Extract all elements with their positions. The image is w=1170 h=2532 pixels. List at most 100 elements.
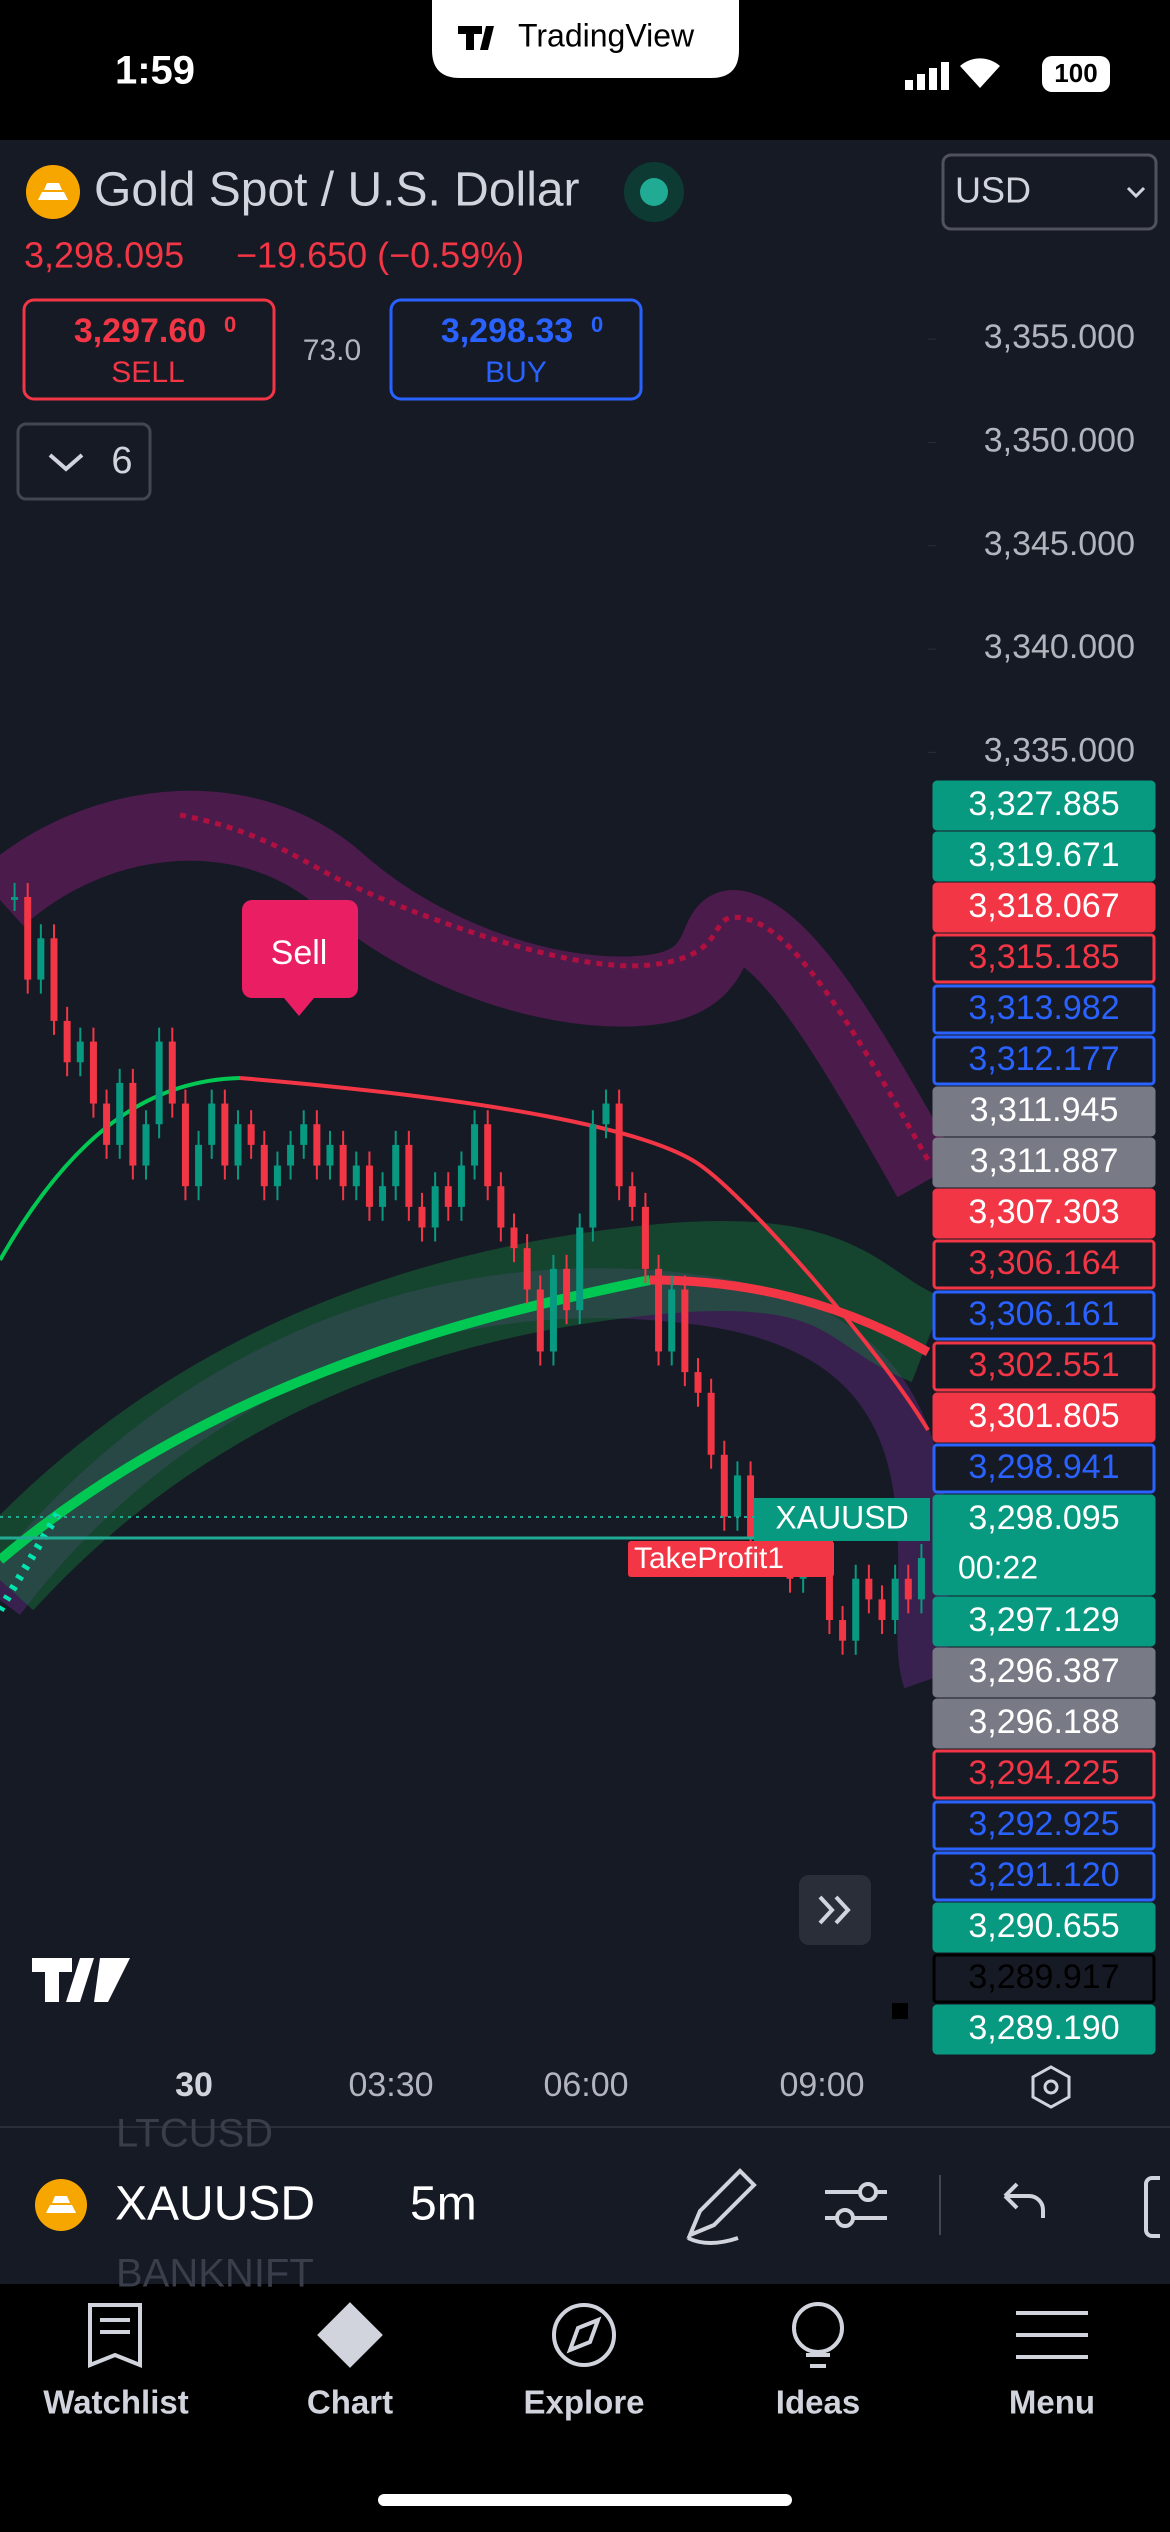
scroll-to-end[interactable] (799, 1875, 871, 1945)
price-change: −19.650 (−0.59%) (236, 235, 524, 276)
sell-label[interactable]: SELL (111, 356, 184, 389)
candle (523, 1248, 531, 1290)
nav-label[interactable]: Ideas (776, 2384, 860, 2421)
x-tick-label: 09:00 (779, 2066, 864, 2104)
price-label-box (932, 984, 1156, 1035)
nav-label[interactable]: Explore (523, 2384, 644, 2421)
candle (365, 1165, 373, 1207)
last-price: 3,298.095 (24, 235, 184, 276)
app-pill (432, 0, 739, 78)
candle (733, 1475, 741, 1517)
price-label: 3,306.164 (968, 1244, 1119, 1282)
buy-label[interactable]: BUY (485, 356, 547, 389)
price-label: 3,290.655 (968, 1907, 1119, 1945)
price-label: 3,298.941 (968, 1448, 1119, 1486)
buy-price[interactable]: 3,298.33 (441, 312, 573, 350)
red-thin-line (239, 1076, 930, 1432)
indicators-toggle[interactable] (16, 422, 152, 501)
signal-icon (905, 62, 949, 90)
home-indicator (378, 2494, 792, 2506)
candle (917, 1558, 925, 1600)
tv-watermark (32, 1958, 130, 2002)
nav-label[interactable]: Watchlist (43, 2384, 188, 2421)
price-label: 3,289.917 (968, 1958, 1119, 1996)
menu-icon (1016, 2311, 1088, 2359)
price-label-box (932, 1749, 1156, 1800)
undo-icon[interactable] (1003, 2182, 1045, 2218)
buy-button[interactable] (389, 298, 643, 401)
price-label-box (932, 1137, 1156, 1188)
upper-band-dots (179, 812, 931, 1162)
candle (405, 1144, 413, 1207)
candle (129, 1082, 137, 1166)
nav: Watchlist Chart Explore Ideas Menu (43, 2384, 1095, 2421)
toolbar-symbol[interactable]: XAUUSD (115, 2178, 315, 2231)
price-label-box (932, 1851, 1156, 1902)
corner-marker (892, 2003, 908, 2019)
price-label-box (932, 933, 1156, 984)
candle (155, 1041, 163, 1125)
price-label-box (932, 1086, 1156, 1137)
settings-icon[interactable] (1031, 2065, 1071, 2109)
draw-icon[interactable] (686, 2168, 757, 2245)
sell-button[interactable] (22, 298, 276, 401)
price-axis: 3,355.000 3,350.000 3,345.000 3,340.000 3,33… (928, 318, 1135, 769)
price-label-box (932, 882, 1156, 933)
currency-select[interactable] (941, 153, 1158, 231)
candle (89, 1041, 97, 1104)
candle (852, 1578, 860, 1641)
price-label: 3,296.188 (968, 1703, 1119, 1741)
price-label: 3,292.925 (968, 1805, 1119, 1843)
buy-price-sup[interactable]: 0 (591, 312, 603, 337)
sell-price-sup[interactable]: 0 (224, 312, 236, 337)
candle (168, 1041, 176, 1104)
price-label: 3,312.177 (968, 1040, 1119, 1078)
price-label: 3,294.225 (968, 1754, 1119, 1792)
symbol-name[interactable]: Gold Spot / U.S. Dollar (94, 164, 580, 217)
app-logo (458, 26, 494, 50)
candle (536, 1289, 544, 1352)
app-name: TradingView (518, 17, 695, 53)
price-label: 3,306.161 (968, 1295, 1119, 1333)
price-label-box (932, 2004, 1156, 2055)
settings-icon-center (1043, 2079, 1059, 2095)
nav-label[interactable]: Menu (1009, 2384, 1095, 2421)
candle (589, 1124, 597, 1228)
price-label-box (932, 1290, 1156, 1341)
more-icon[interactable] (1144, 2176, 1160, 2238)
spread: 73.0 (303, 334, 361, 367)
prev-symbol: LTCUSD (116, 2112, 273, 2156)
candle (11, 896, 19, 900)
indicators-count[interactable]: 6 (111, 440, 132, 482)
candle (602, 1103, 610, 1125)
indicators-icon[interactable] (825, 2182, 887, 2228)
x-tick-label: 03:30 (348, 2066, 433, 2104)
countdown: 00:22 (958, 1549, 1038, 1585)
price-label-box (932, 831, 1156, 882)
price-label: 3,302.551 (968, 1346, 1119, 1384)
next-symbol: BANKNIFT (116, 2252, 314, 2296)
toolbar-interval[interactable]: 5m (410, 2178, 477, 2231)
candle (379, 1186, 387, 1207)
market-status-dot (640, 178, 668, 206)
candle (24, 896, 32, 980)
x-tick-label: 06:00 (543, 2066, 628, 2104)
ideas-base (806, 2353, 830, 2368)
currency[interactable]: USD (955, 170, 1031, 211)
sell-price[interactable]: 3,297.60 (74, 312, 206, 350)
nav-label[interactable]: Chart (307, 2384, 393, 2421)
candle (300, 1124, 308, 1145)
scroll-icon (818, 1895, 851, 1925)
price-label-box (932, 1647, 1156, 1698)
price-label-box (932, 1953, 1156, 2004)
price-label-box (932, 1188, 1156, 1239)
x-tick-label: 30 (175, 2066, 213, 2104)
candle (181, 1103, 189, 1187)
price-label-box (932, 1596, 1156, 1647)
candle (273, 1165, 281, 1187)
candle (878, 1599, 886, 1621)
candle (576, 1227, 584, 1311)
candle (484, 1124, 492, 1187)
